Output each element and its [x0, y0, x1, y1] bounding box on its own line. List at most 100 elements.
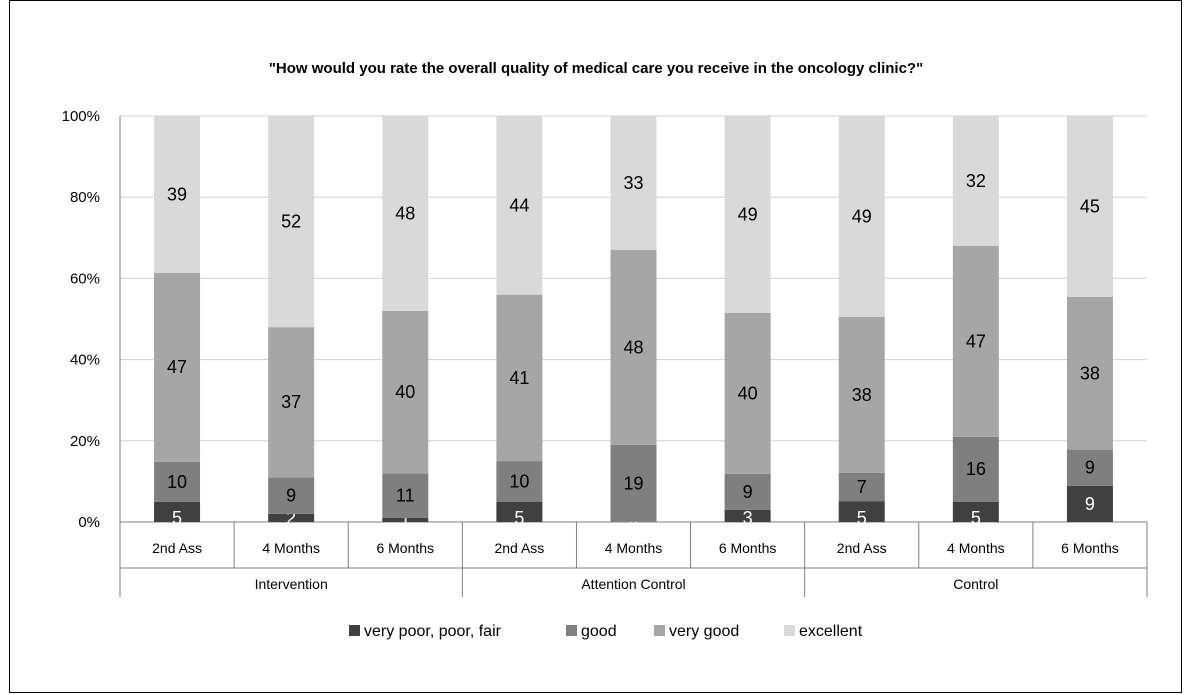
x-tick-label: 6 Months [1061, 540, 1119, 556]
data-label: 10 [509, 471, 529, 491]
bar-segment [724, 312, 771, 474]
data-label: 9 [1085, 458, 1095, 478]
legend-entry: excellent [799, 623, 863, 640]
bar-segment [496, 501, 543, 522]
bar-segment [724, 509, 771, 522]
bar-segment [382, 310, 429, 474]
legend-swatch [349, 625, 360, 636]
y-tick-label: 0% [78, 514, 100, 531]
data-label: 47 [167, 357, 187, 377]
bar-segment [268, 327, 315, 478]
data-label: 7 [857, 477, 867, 497]
bar-segment [952, 116, 999, 246]
data-label: 45 [1080, 196, 1100, 216]
data-label: 9 [286, 486, 296, 506]
bar-segment [1066, 449, 1113, 486]
data-label: 47 [966, 331, 986, 351]
bar-segment [952, 501, 999, 522]
data-label: 5 [971, 508, 981, 528]
bar-segment [610, 249, 657, 445]
data-label: 49 [738, 204, 758, 224]
x-tick-label: 4 Months [947, 540, 1005, 556]
x-tick-label: 6 Months [376, 540, 434, 556]
bar-segment [1066, 116, 1113, 297]
y-tick-label: 100% [62, 108, 100, 125]
data-label: 10 [167, 472, 187, 492]
data-label: 33 [623, 173, 643, 193]
y-tick-label: 60% [70, 270, 100, 287]
bar-segment [154, 461, 201, 502]
x-group-label: Intervention [255, 576, 328, 592]
data-label: 48 [395, 203, 415, 223]
bar-segment [154, 272, 201, 462]
data-label: 52 [281, 212, 301, 232]
bars: 5104739293752111404851041440194833394049… [154, 116, 1113, 528]
data-label: 3 [743, 508, 753, 528]
legend-entry: very poor, poor, fair [364, 623, 502, 640]
bar-segment [1066, 485, 1113, 522]
legend-swatch [784, 625, 795, 636]
data-label: 38 [1080, 363, 1100, 383]
data-label: 41 [509, 368, 529, 388]
y-axis: 0% 20% 40% 60% 80% 100% [62, 108, 121, 531]
bar-segment [952, 245, 999, 437]
x-group-label: Control [953, 576, 998, 592]
bar-segment [268, 477, 315, 514]
bar-segment [268, 116, 315, 328]
x-tick-label: 2nd Ass [494, 540, 544, 556]
chart-title: "How would you rate the overall quality … [269, 60, 923, 77]
data-label: 38 [852, 385, 872, 405]
bar-segment [724, 473, 771, 510]
legend: very poor, poor, fair good very good excell… [349, 623, 863, 640]
data-label: 5 [514, 508, 524, 528]
data-label: 40 [395, 382, 415, 402]
data-label: 9 [743, 482, 753, 502]
bar-segment [838, 501, 885, 522]
bar-segment [382, 116, 429, 311]
bar-segment [496, 294, 543, 462]
data-label: 40 [738, 383, 758, 403]
bar-segment [838, 472, 885, 502]
data-label: 16 [966, 459, 986, 479]
x-tick-label: 4 Months [605, 540, 663, 556]
bar-segment [496, 461, 543, 502]
data-label: 19 [623, 473, 643, 493]
bar-segment [382, 473, 429, 518]
data-label: 9 [1085, 494, 1095, 514]
y-tick-label: 40% [70, 352, 100, 369]
x-group-label: Attention Control [581, 576, 685, 592]
data-label: 39 [167, 184, 187, 204]
legend-swatch [654, 625, 665, 636]
data-label: 2 [286, 508, 296, 528]
data-label: 1 [400, 508, 410, 528]
data-label: 5 [172, 508, 182, 528]
bar-segment [838, 116, 885, 317]
bar-segment [610, 444, 657, 522]
bar-segment [838, 316, 885, 473]
data-label: 49 [852, 206, 872, 226]
data-label: 48 [623, 337, 643, 357]
bar-segment [952, 436, 999, 502]
bar-segment [154, 501, 201, 522]
data-label: 11 [396, 486, 415, 506]
x-tick-label: 4 Months [262, 540, 320, 556]
bar-segment [724, 116, 771, 313]
x-tick-label: 2nd Ass [837, 540, 887, 556]
bar-segment [610, 116, 657, 250]
data-label: 5 [857, 508, 867, 528]
x-tick-label: 2nd Ass [152, 540, 202, 556]
legend-swatch [566, 625, 577, 636]
bar-segment [1066, 296, 1113, 450]
data-label: 32 [966, 171, 986, 191]
bar-segment [382, 517, 429, 522]
bar-segment [154, 116, 201, 273]
y-tick-label: 80% [70, 189, 100, 206]
x-tick-label: 6 Months [719, 540, 777, 556]
legend-entry: good [581, 623, 617, 640]
y-tick-label: 20% [70, 433, 100, 450]
bar-segment [268, 513, 315, 522]
x-axis: 2nd Ass 4 Months 6 Months 2nd Ass 4 Months 6 … [119, 522, 1148, 597]
legend-entry: very good [669, 623, 739, 640]
data-label: 44 [509, 195, 529, 215]
